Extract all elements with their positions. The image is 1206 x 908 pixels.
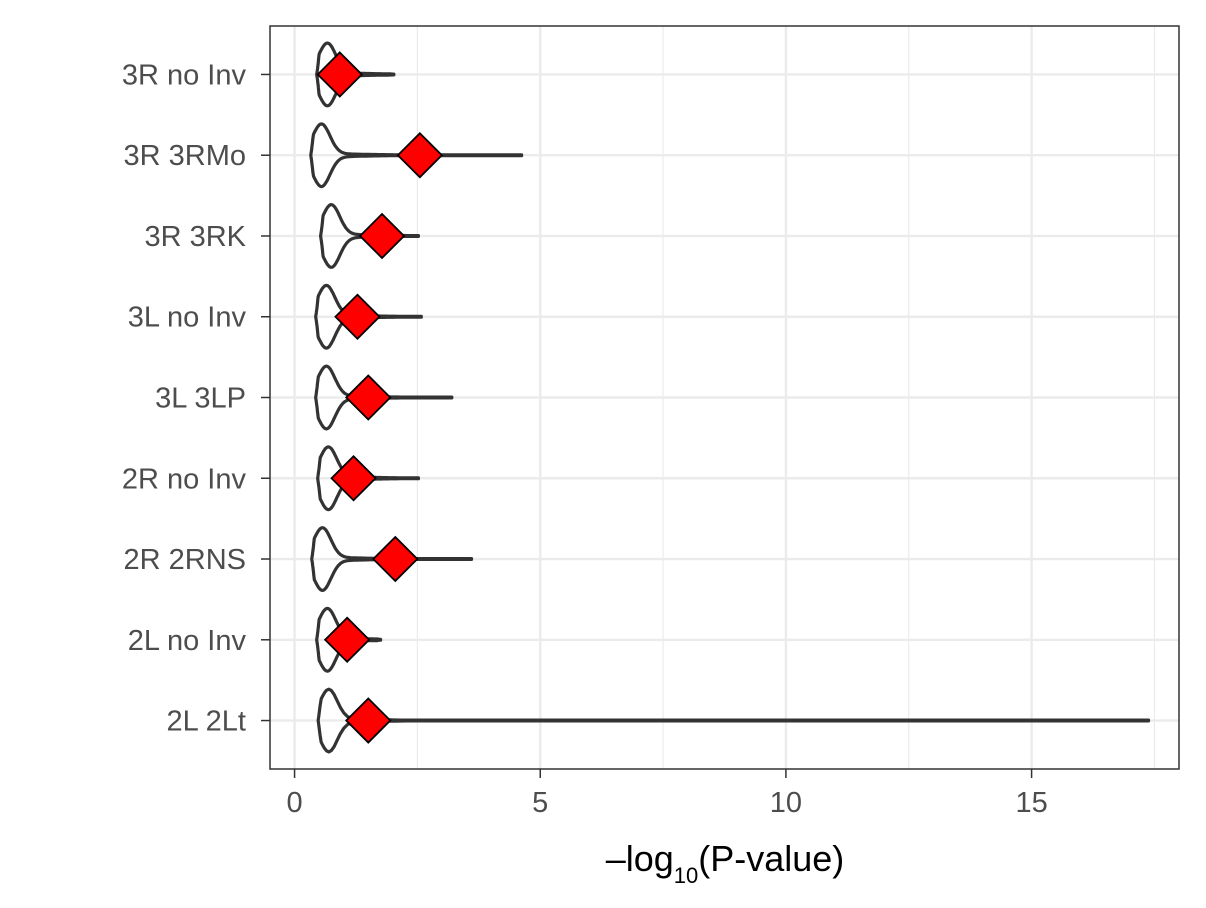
y-tick-label: 3R 3RK	[144, 221, 246, 253]
violin-shape	[315, 41, 396, 108]
y-tick-label: 2R 2RNS	[124, 544, 247, 576]
y-tick-label: 3L no Inv	[128, 302, 247, 334]
mean-diamond-marker	[323, 616, 371, 664]
violins	[309, 41, 1151, 754]
x-tick-label: 0	[286, 787, 302, 819]
y-tick-label: 2L no Inv	[128, 625, 247, 657]
mean-diamond-marker	[334, 293, 381, 341]
violin-shape	[314, 364, 454, 431]
y-tick-label: 2R no Inv	[122, 463, 247, 495]
mean-diamond-marker	[330, 454, 377, 502]
y-axis: 3R no Inv 3R 3RMo 3R 3RK 3L no Inv 3L 3LP 2R …	[122, 59, 270, 738]
mean-diamond-marker	[344, 697, 392, 744]
x-axis: 0 5 10 15	[286, 769, 1048, 819]
y-tick-label: 2L 2Lt	[166, 706, 246, 738]
violin-shape	[309, 122, 524, 189]
mean-diamond-marker	[396, 131, 444, 179]
violin-shape	[314, 283, 423, 350]
y-tick-label: 3L 3LP	[155, 383, 246, 415]
x-axis-title: –log10(P-value)	[606, 838, 845, 888]
y-tick-label: 3R no Inv	[122, 59, 247, 91]
violin-shape	[319, 203, 420, 269]
x-tick-label: 15	[1015, 787, 1047, 819]
mean-diamond-marker	[372, 535, 419, 583]
violin-shape	[310, 526, 474, 592]
mean-diamond-marker	[316, 51, 364, 98]
mean-diamond-marker	[344, 374, 392, 421]
mean-markers	[316, 51, 444, 744]
violin-shape	[316, 445, 420, 512]
x-tick-label: 5	[532, 787, 548, 819]
y-tick-label: 3R 3RMo	[124, 140, 247, 172]
violin-shape	[315, 606, 383, 673]
x-tick-label: 10	[770, 787, 802, 819]
violin-shape	[316, 687, 1151, 754]
mean-diamond-marker	[358, 212, 406, 260]
